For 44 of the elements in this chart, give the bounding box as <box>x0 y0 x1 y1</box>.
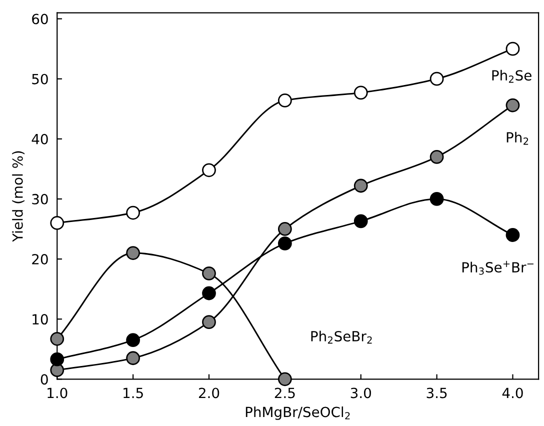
point <box>506 98 520 112</box>
y-tick-label: 10 <box>32 314 48 325</box>
point <box>430 150 444 164</box>
point <box>430 72 444 86</box>
point <box>354 214 368 228</box>
x-axis-title: PhMgBr/SeOCl$_{2}$ <box>246 406 350 420</box>
point <box>202 163 216 178</box>
series-label: Ph$_{2}$ <box>506 132 528 145</box>
point <box>202 286 216 300</box>
point <box>506 42 520 56</box>
x-tick-label: 3.0 <box>350 388 371 398</box>
y-tick-label: 0 <box>40 374 48 385</box>
point <box>50 216 64 230</box>
point <box>50 352 64 366</box>
x-tick-label: 2.5 <box>274 388 295 398</box>
point <box>126 246 140 260</box>
x-tick-label: 1.5 <box>124 388 143 398</box>
y-tick-label: 30 <box>32 194 48 204</box>
y-axis-title: Yield (mol %) <box>12 151 24 242</box>
y-tick-label: 50 <box>32 74 48 84</box>
series-label: Ph$_{2}$Se <box>492 70 532 83</box>
point <box>354 86 368 100</box>
point <box>202 315 216 330</box>
x-tick-label: 1.0 <box>48 388 68 398</box>
point <box>430 192 444 206</box>
point <box>278 94 292 108</box>
point <box>278 236 292 250</box>
y-tick-label: 40 <box>32 134 48 144</box>
point <box>50 332 64 346</box>
y-tick-label: 60 <box>32 14 48 24</box>
point <box>126 333 140 348</box>
text: Ph$_{2}$SeBr$_{2}$ <box>311 330 372 344</box>
point <box>278 222 292 236</box>
point <box>278 372 292 386</box>
x-tick-label: 3.5 <box>426 388 447 398</box>
point <box>126 351 140 366</box>
y-tick-label: 20 <box>32 254 48 264</box>
x-tick-label: 4.0 <box>502 388 523 398</box>
point <box>126 206 140 220</box>
point <box>202 266 216 280</box>
x-tick-label: 2.0 <box>198 388 220 398</box>
series-label: Ph$_{3}$Se$^{+}$Br$^{−}$ <box>462 260 534 275</box>
point <box>506 228 520 242</box>
point <box>354 178 368 193</box>
